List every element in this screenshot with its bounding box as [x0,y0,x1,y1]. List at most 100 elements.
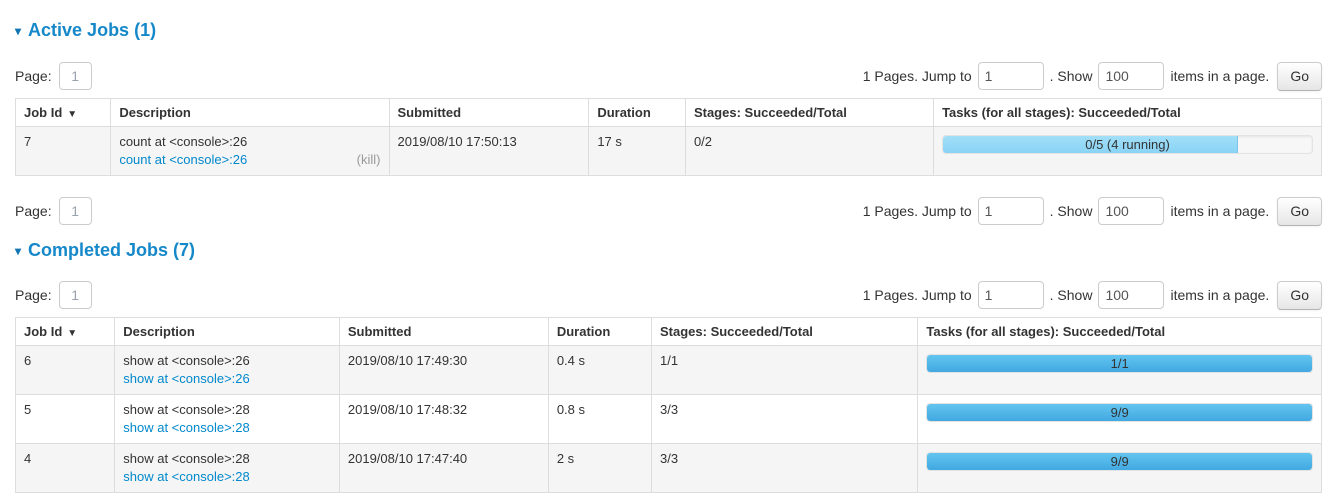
duration-cell: 17 s [588,126,686,176]
collapse-triangle-icon: ▾ [15,23,22,38]
pages-jump-text: 1 Pages. Jump to [862,68,972,84]
items-text: items in a page. [1170,68,1270,84]
description-cell: count at <console>:26 count at <console>… [110,126,390,176]
page-number-box[interactable]: 1 [58,281,92,309]
active-jobs-table: Job Id ▼ Description Submitted Duration S… [14,98,1322,176]
job-detail-link[interactable]: show at <console>:26 [123,371,250,386]
completed-jobs-section-header[interactable]: ▾ Completed Jobs (7) [15,240,1322,261]
job-detail-link[interactable]: count at <console>:26 [119,152,248,167]
active-jobs-pagination-top: Page: 1 1 Pages. Jump to . Show items in… [15,61,1322,91]
column-header-job-id[interactable]: Job Id ▼ [14,317,116,346]
job-detail-link[interactable]: show at <console>:28 [123,420,250,435]
active-jobs-section-header[interactable]: ▾ Active Jobs (1) [15,20,1322,41]
table-row: 5 show at <console>:28 show at <console>… [14,394,1322,444]
submitted-cell: 2019/08/10 17:47:40 [338,443,549,493]
jump-to-input[interactable] [977,197,1044,225]
job-detail-link[interactable]: show at <console>:28 [123,469,250,484]
duration-cell: 0.8 s [547,394,653,444]
show-text: . Show [1049,68,1093,84]
column-header-job-id[interactable]: Job Id ▼ [14,98,112,127]
show-text: . Show [1049,203,1093,219]
tasks-progress-bar: 1/1 [926,354,1313,373]
page-number-box[interactable]: 1 [58,62,92,90]
submitted-cell: 2019/08/10 17:50:13 [388,126,590,176]
column-header-stages[interactable]: Stages: Succeeded/Total [684,98,935,127]
progress-fill-finished [927,404,1312,421]
table-header-row: Job Id ▼ Description Submitted Duration S… [14,317,1322,346]
kill-link[interactable]: (kill) [356,152,381,167]
column-header-tasks[interactable]: Tasks (for all stages): Succeeded/Total [933,98,1322,127]
column-header-duration[interactable]: Duration [588,98,686,127]
go-button[interactable]: Go [1277,196,1322,226]
progress-label: 9/9 [1110,405,1129,420]
tasks-cell: 1/1 [917,345,1322,395]
table-header-row: Job Id ▼ Description Submitted Duration S… [14,98,1322,127]
stages-cell: 1/1 [650,345,919,395]
progress-fill-finished [927,453,1312,470]
sort-desc-icon: ▼ [67,109,78,120]
description-text: count at <console>:26 [119,134,248,149]
tasks-progress-bar: 9/9 [926,403,1313,422]
page-label: Page: [15,68,52,84]
table-row: 6 show at <console>:26 show at <console>… [14,345,1322,395]
sort-desc-icon: ▼ [67,328,78,339]
job-id-cell: 5 [14,394,116,444]
page-label: Page: [15,287,52,303]
tasks-cell: 9/9 [917,443,1322,493]
progress-fill-finished [927,355,1312,372]
items-text: items in a page. [1170,287,1270,303]
description-text: show at <console>:28 [123,402,250,417]
table-row: 7 count at <console>:26 count at <consol… [14,126,1322,176]
progress-label: 1/1 [1110,356,1129,371]
description-cell: show at <console>:26 show at <console>:2… [114,345,340,395]
duration-cell: 0.4 s [547,345,653,395]
progress-label: 9/9 [1110,454,1129,469]
show-text: . Show [1049,287,1093,303]
go-button[interactable]: Go [1277,61,1322,91]
tasks-cell: 9/9 [917,394,1322,444]
active-jobs-pagination-bottom: Page: 1 1 Pages. Jump to . Show items in… [15,196,1322,226]
page-number-box[interactable]: 1 [58,197,92,225]
active-jobs-title: Active Jobs (1) [28,20,157,40]
column-header-duration[interactable]: Duration [547,317,653,346]
description-cell: show at <console>:28 show at <console>:2… [114,443,340,493]
column-header-description[interactable]: Description [114,317,340,346]
job-id-cell: 4 [14,443,116,493]
description-text: show at <console>:26 [123,353,250,368]
show-items-input[interactable] [1098,281,1165,309]
progress-fill-running [943,136,1239,153]
stages-cell: 0/2 [684,126,935,176]
jump-to-input[interactable] [977,281,1044,309]
collapse-triangle-icon: ▾ [15,243,22,258]
completed-jobs-pagination-top: Page: 1 1 Pages. Jump to . Show items in… [15,280,1322,310]
submitted-cell: 2019/08/10 17:48:32 [338,394,549,444]
jump-to-input[interactable] [977,62,1044,90]
pages-jump-text: 1 Pages. Jump to [862,203,972,219]
column-header-tasks[interactable]: Tasks (for all stages): Succeeded/Total [917,317,1322,346]
column-header-submitted[interactable]: Submitted [388,98,590,127]
column-header-description[interactable]: Description [110,98,390,127]
column-header-stages[interactable]: Stages: Succeeded/Total [650,317,919,346]
table-row: 4 show at <console>:28 show at <console>… [14,443,1322,493]
stages-cell: 3/3 [650,443,919,493]
description-text: show at <console>:28 [123,451,250,466]
tasks-progress-bar: 0/5 (4 running) [942,135,1313,154]
pages-jump-text: 1 Pages. Jump to [862,287,972,303]
job-id-cell: 6 [14,345,116,395]
tasks-progress-bar: 9/9 [926,452,1313,471]
description-cell: show at <console>:28 show at <console>:2… [114,394,340,444]
completed-jobs-table: Job Id ▼ Description Submitted Duration S… [14,317,1322,493]
tasks-cell: 0/5 (4 running) [933,126,1322,176]
stages-cell: 3/3 [650,394,919,444]
completed-jobs-title: Completed Jobs (7) [28,240,196,260]
items-text: items in a page. [1170,203,1270,219]
go-button[interactable]: Go [1277,280,1322,310]
progress-label: 0/5 (4 running) [1085,137,1170,152]
duration-cell: 2 s [547,443,653,493]
show-items-input[interactable] [1098,197,1165,225]
submitted-cell: 2019/08/10 17:49:30 [338,345,549,395]
show-items-input[interactable] [1098,62,1165,90]
column-header-submitted[interactable]: Submitted [338,317,549,346]
job-id-cell: 7 [14,126,112,176]
